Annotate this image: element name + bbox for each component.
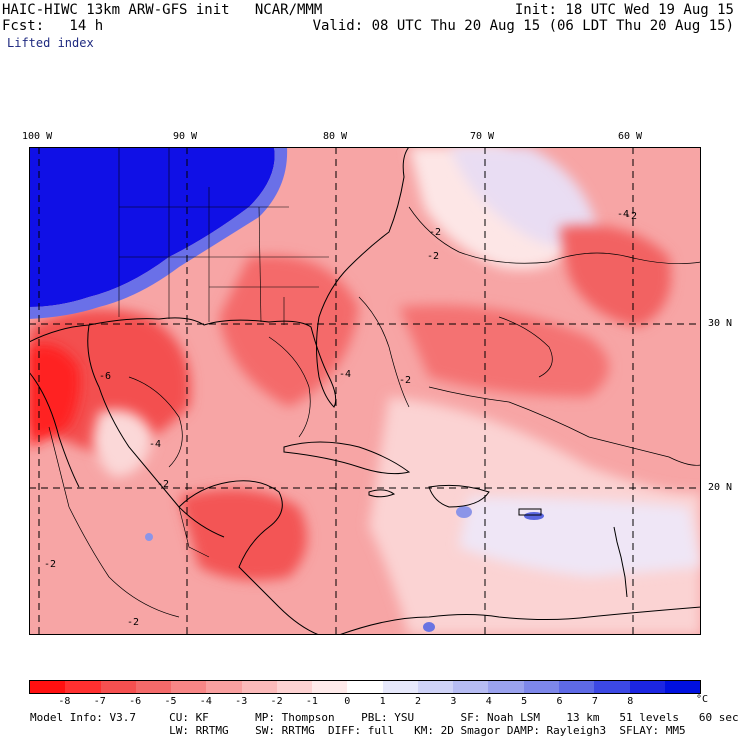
contour-label: -2 bbox=[427, 251, 439, 262]
field-red-yucatan bbox=[179, 489, 307, 581]
lon-label-80w: 80 W bbox=[323, 131, 348, 142]
colorbar-tick-label: -5 bbox=[164, 696, 177, 707]
field-red-east-atlantic bbox=[559, 225, 671, 327]
colorbar-tick-label: -2 bbox=[270, 696, 283, 707]
field-blue-blob bbox=[145, 533, 153, 541]
colorbar-swatch bbox=[629, 681, 665, 693]
colorbar-tick-label: 7 bbox=[591, 696, 598, 707]
colorbar-swatch bbox=[523, 681, 559, 693]
colorbar-tick-label: 0 bbox=[344, 696, 351, 707]
contour-label: -2 bbox=[625, 211, 637, 222]
field-red-southeast-us bbox=[219, 255, 359, 407]
colorbar-tick-label: 5 bbox=[521, 696, 528, 707]
contour-label: -2 bbox=[399, 375, 411, 386]
contour-label: -2 bbox=[157, 479, 169, 490]
colorbar-tick-label: -6 bbox=[129, 696, 142, 707]
colorbar-tick-label: 8 bbox=[627, 696, 634, 707]
colorbar-swatch bbox=[558, 681, 595, 693]
forecast-hour: Fcst: 14 h bbox=[2, 18, 104, 34]
field-pale-mexico bbox=[93, 409, 154, 477]
field-red-central-atlantic bbox=[399, 305, 609, 397]
init-time: Init: 18 UTC Wed 19 Aug 15 bbox=[514, 2, 734, 18]
field-blue-blob bbox=[423, 622, 435, 632]
contour-label: -6 bbox=[99, 371, 111, 382]
colorbar-ticks: -8 -7 -6 -5 -4 -3 -2 -1 0 1 2 3 4 5 6 7 8 bbox=[29, 696, 701, 708]
colorbar-swatch bbox=[135, 681, 172, 693]
colorbar bbox=[29, 680, 701, 694]
field-blue-stable bbox=[29, 147, 275, 307]
colorbar-swatch bbox=[312, 681, 348, 693]
colorbar-swatch bbox=[417, 681, 454, 693]
lon-label-60w: 60 W bbox=[618, 131, 643, 142]
colorbar-tick-label: -1 bbox=[305, 696, 318, 707]
colorbar-swatch bbox=[100, 681, 136, 693]
colorbar-swatch bbox=[594, 681, 630, 693]
colorbar-tick-label: 6 bbox=[556, 696, 563, 707]
contour-lines bbox=[48, 206, 701, 618]
lon-label-100w: 100 W bbox=[22, 131, 53, 142]
field-blue-blob bbox=[524, 512, 544, 520]
lat-label-20n: 20 N bbox=[708, 482, 733, 493]
valid-time: Valid: 08 UTC Thu 20 Aug 15 (06 LDT Thu … bbox=[312, 18, 734, 34]
contour-label: -4 bbox=[617, 209, 629, 220]
map-frame bbox=[29, 147, 701, 635]
colorbar-swatch bbox=[30, 681, 66, 693]
colorbar-swatch bbox=[664, 681, 701, 693]
field-lightblue-caribbean bbox=[459, 497, 701, 577]
lifted-index-map: -2 -2 -2 -2 -4 -4 -6 -4 -2 -2 -2 bbox=[29, 147, 701, 635]
model-title: HAIC-HIWC 13km ARW-GFS init NCAR/MMM bbox=[2, 2, 323, 18]
colorbar-tick-label: -7 bbox=[93, 696, 106, 707]
colorbar-swatch bbox=[241, 681, 277, 693]
contour-label: -4 bbox=[339, 369, 351, 380]
colorbar-unit: °C bbox=[696, 694, 709, 705]
colorbar-swatch bbox=[488, 681, 524, 693]
colorbar-swatch bbox=[382, 681, 418, 693]
lon-label-90w: 90 W bbox=[173, 131, 198, 142]
coastlines bbox=[29, 147, 701, 635]
lat-label-30n: 30 N bbox=[708, 318, 733, 329]
model-info-line2: LW: RRTMG SW: RRTMG DIFF: full KM: 2D Sm… bbox=[30, 724, 686, 737]
colorbar-tick-label: 1 bbox=[379, 696, 386, 707]
political-borders bbox=[118, 147, 329, 558]
graticule bbox=[29, 147, 701, 635]
contour-label: -2 bbox=[429, 227, 441, 238]
contour-label: -4 bbox=[149, 439, 161, 450]
colorbar-tick-label: 3 bbox=[450, 696, 457, 707]
field-blue-blob bbox=[456, 506, 472, 518]
colorbar-swatch bbox=[276, 681, 313, 693]
field-strong-red-mexico bbox=[29, 344, 81, 447]
colorbar-swatch bbox=[206, 681, 242, 693]
model-info-line1: Model Info: V3.7 CU: KF MP: Thompson PBL… bbox=[30, 711, 739, 724]
colorbar-tick-label: -4 bbox=[199, 696, 212, 707]
colorbar-tick-label: -8 bbox=[58, 696, 71, 707]
colorbar-swatch bbox=[453, 681, 489, 693]
colorbar-swatch bbox=[171, 681, 207, 693]
contour-label: -2 bbox=[44, 559, 56, 570]
colorbar-tick-label: 4 bbox=[485, 696, 492, 707]
colorbar-swatch bbox=[347, 681, 383, 693]
field-lightblue-atlantic bbox=[449, 147, 599, 247]
colorbar-swatch bbox=[65, 681, 101, 693]
colorbar-tick-label: -3 bbox=[235, 696, 248, 707]
lon-label-70w: 70 W bbox=[470, 131, 495, 142]
contour-label: -2 bbox=[127, 617, 139, 628]
field-name: Lifted index bbox=[7, 36, 94, 50]
colorbar-tick-label: 2 bbox=[415, 696, 422, 707]
